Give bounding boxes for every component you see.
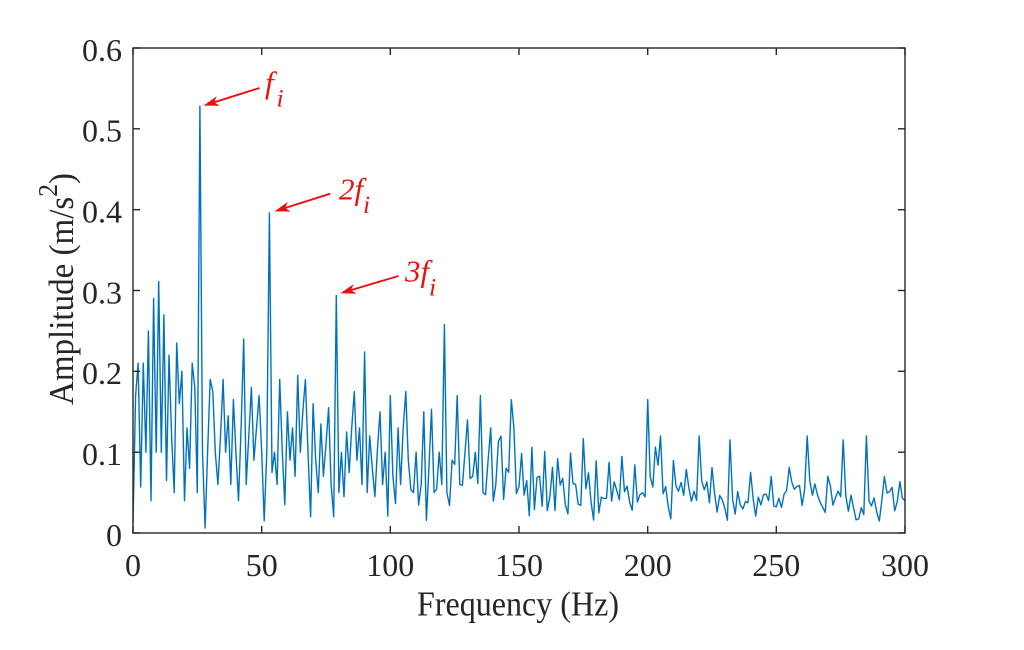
svg-text:0.2: 0.2 xyxy=(82,355,122,391)
svg-text:300: 300 xyxy=(881,547,929,583)
svg-text:100: 100 xyxy=(366,547,414,583)
svg-text:Frequency (Hz): Frequency (Hz) xyxy=(417,585,619,624)
svg-text:0: 0 xyxy=(125,547,141,583)
svg-text:200: 200 xyxy=(624,547,672,583)
svg-text:0.1: 0.1 xyxy=(82,436,122,472)
svg-text:0.3: 0.3 xyxy=(82,274,122,310)
svg-text:50: 50 xyxy=(246,547,278,583)
svg-text:0.6: 0.6 xyxy=(82,32,122,68)
svg-text:0: 0 xyxy=(106,517,122,553)
svg-text:0.5: 0.5 xyxy=(82,113,122,149)
svg-text:0.4: 0.4 xyxy=(82,194,122,230)
svg-text:150: 150 xyxy=(495,547,543,583)
svg-text:250: 250 xyxy=(752,547,800,583)
